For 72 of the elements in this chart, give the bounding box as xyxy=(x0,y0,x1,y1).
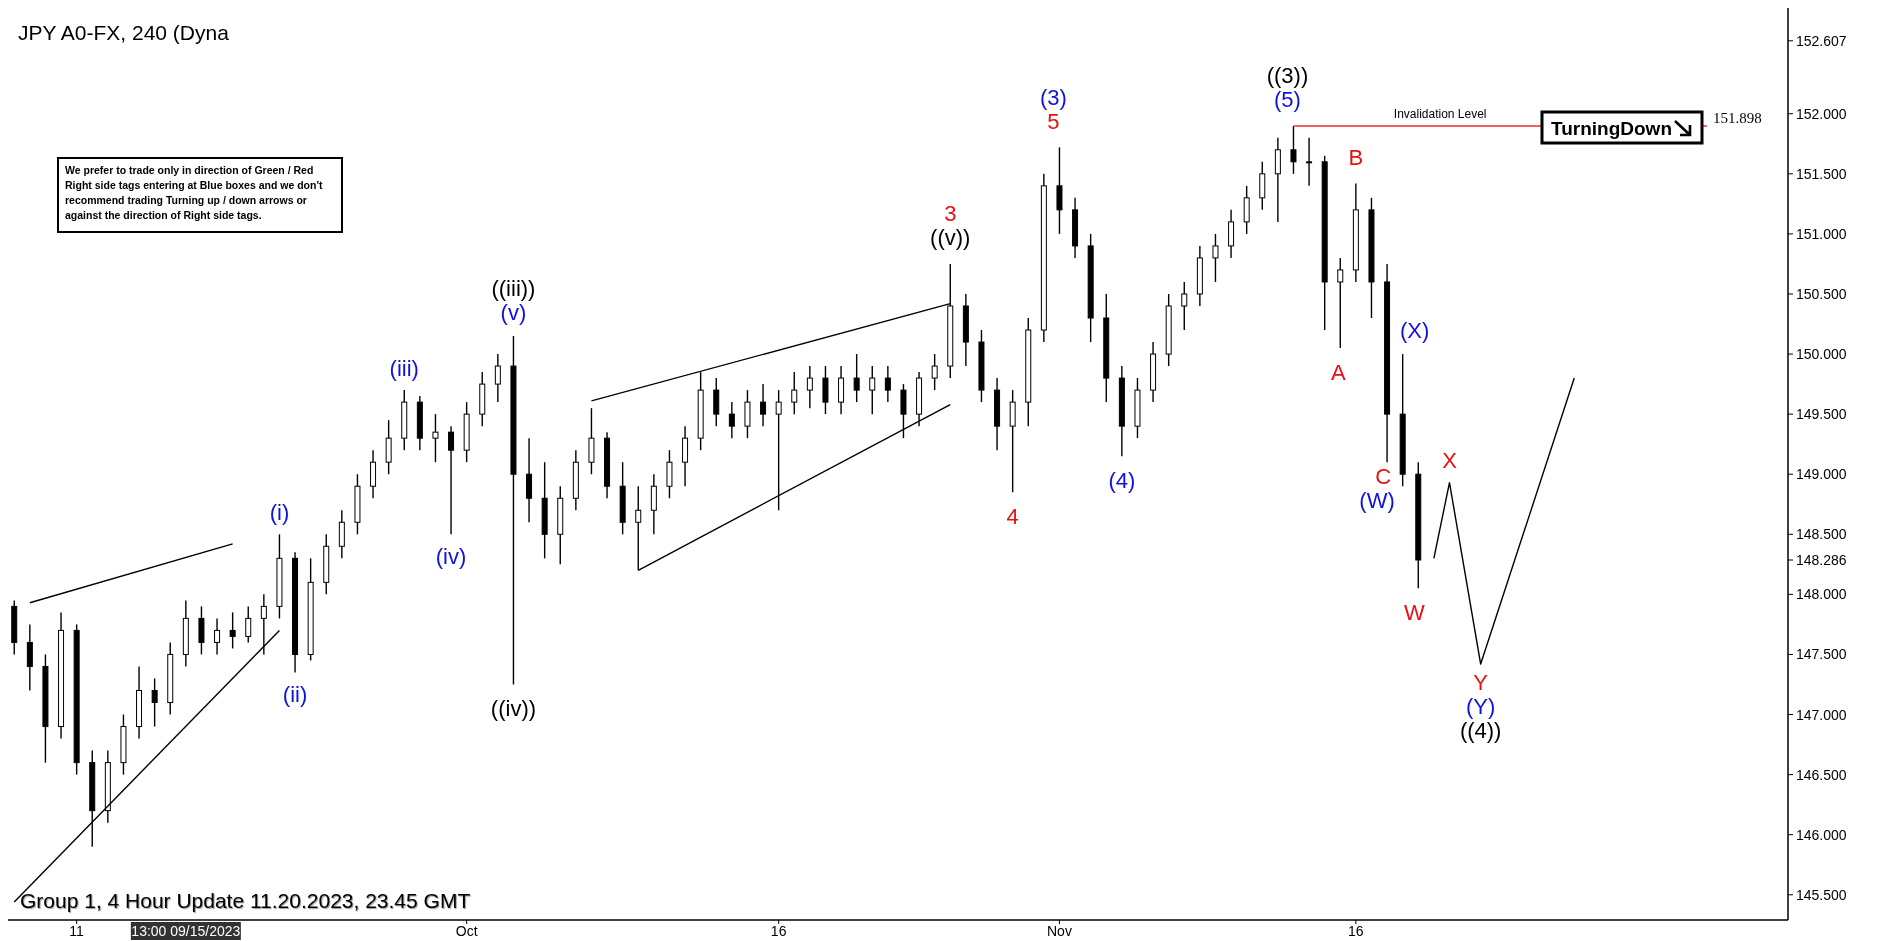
annotation: X xyxy=(1442,448,1458,474)
y-tick-label: 147.000 xyxy=(1796,706,1847,723)
x-tick-label: 11 xyxy=(69,923,85,939)
annotation: W xyxy=(1403,599,1425,625)
annotation: Group 1, 4 Hour Update 11.20.2023, 23.45 GMT xyxy=(20,889,471,912)
candlestick xyxy=(245,605,252,644)
annotation: TurningDown xyxy=(1551,118,1673,139)
annotation: ((iv)) xyxy=(490,695,537,721)
y-tick-label: 145.500 xyxy=(1796,886,1847,903)
y-tick-label: 146.500 xyxy=(1796,766,1847,783)
candlestick xyxy=(853,353,860,403)
candlestick xyxy=(760,383,767,427)
text: 13:00 09/15/2023 xyxy=(131,923,241,939)
candlestick xyxy=(214,617,221,656)
annotation: (iv) xyxy=(435,543,467,569)
candlestick xyxy=(494,353,501,403)
x-tick-label: Oct xyxy=(455,923,478,939)
annotation: (X) xyxy=(1400,317,1430,343)
candlestick xyxy=(791,371,798,415)
annotation: ((3)) xyxy=(1266,63,1309,89)
annotation: (iii) xyxy=(389,355,419,381)
y-tick-label: 149.000 xyxy=(1796,466,1847,483)
text: JPY A0-FX, 240 (Dyna xyxy=(18,21,230,44)
candlestick xyxy=(229,611,236,650)
annotation: (4) xyxy=(1108,467,1136,493)
annotation: Y xyxy=(1473,669,1489,695)
candlestick xyxy=(869,365,876,415)
annotation: (W) xyxy=(1359,487,1395,513)
candlestick xyxy=(1290,125,1297,175)
candlestick xyxy=(931,353,938,391)
y-tick-label: 150.500 xyxy=(1796,285,1847,302)
candlestick xyxy=(432,413,439,463)
annotation: We prefer to trade only in direction of Green / Red Right side tags entering at Blue boxes and we don't recommend trading Turning up / down arrows or against the direction of Right side tags. xyxy=(65,164,323,221)
y-tick-label: 152.000 xyxy=(1796,105,1847,122)
annotation: 151.898 xyxy=(1712,110,1762,126)
candlestick xyxy=(806,365,813,409)
annotation: 3 xyxy=(944,201,957,227)
annotation: ((v)) xyxy=(930,225,971,251)
annotation: (i) xyxy=(269,499,290,525)
annotation: (Y) xyxy=(1466,693,1496,719)
y-tick-label: 148.000 xyxy=(1796,586,1847,603)
annotation: A xyxy=(1330,359,1346,385)
candlestick xyxy=(1212,233,1219,283)
y-tick-label: 148.500 xyxy=(1796,526,1847,543)
y-tick-label: 146.000 xyxy=(1796,826,1847,843)
x-tick-label: 16 xyxy=(770,923,787,939)
y-tick-label: 152.607 xyxy=(1796,32,1847,49)
candlestick xyxy=(448,425,455,535)
annotation: B xyxy=(1348,144,1364,170)
ref-line-label: Invalidation Level xyxy=(1393,107,1487,121)
y-tick-label: 151.500 xyxy=(1796,165,1847,182)
annotation: 4 xyxy=(1006,503,1019,529)
annotation: ((iii)) xyxy=(491,275,536,301)
annotation: C xyxy=(1375,463,1392,489)
annotation: (ii) xyxy=(282,681,308,707)
candlestick xyxy=(884,365,891,403)
candlestick xyxy=(728,401,735,439)
y-tick-label: 149.500 xyxy=(1796,406,1847,423)
y-tick-label: 147.500 xyxy=(1796,646,1847,663)
annotation: (5) xyxy=(1274,87,1301,113)
y-tick-label: 150.000 xyxy=(1796,346,1847,363)
y-tick-label: 151.000 xyxy=(1796,225,1847,242)
candlestick xyxy=(1181,281,1188,331)
annotation: (3) xyxy=(1040,84,1067,110)
candlestick xyxy=(1306,137,1313,187)
annotation: 5 xyxy=(1047,108,1060,134)
x-tick-label: Nov xyxy=(1047,923,1072,939)
x-tick-label: 16 xyxy=(1348,923,1364,939)
y-tick-label: 148.286 xyxy=(1796,552,1847,569)
candlestick xyxy=(151,677,158,728)
line-series xyxy=(1433,377,1575,665)
candlestick xyxy=(1337,257,1344,349)
